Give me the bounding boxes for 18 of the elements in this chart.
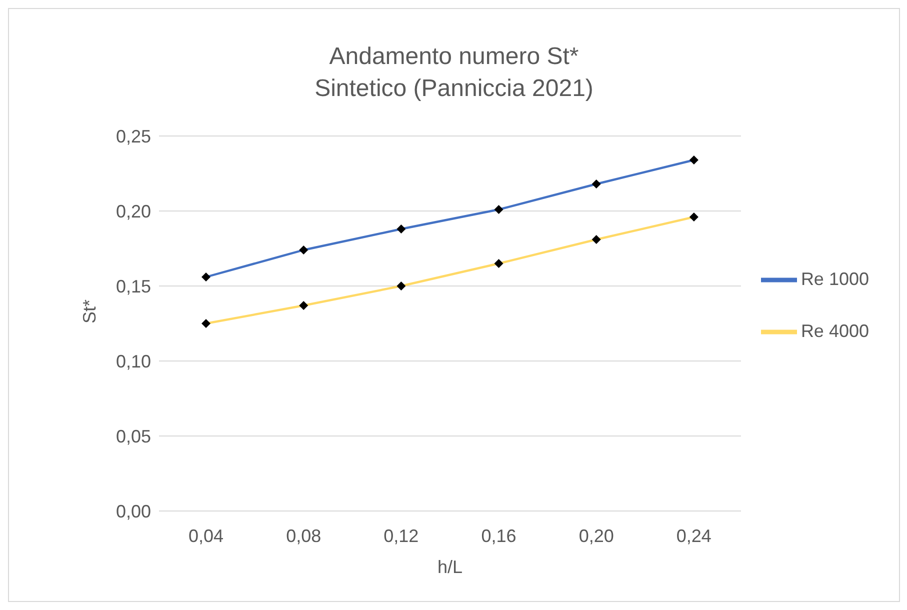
y-tick-label: 0,15 xyxy=(116,276,151,296)
x-tick-label: 0,04 xyxy=(188,526,224,546)
x-axis-title: h/L xyxy=(437,557,462,577)
y-tick-label: 0,00 xyxy=(116,501,151,522)
x-tick-label: 0,20 xyxy=(578,526,614,546)
legend-label: Re 1000 xyxy=(800,269,869,289)
x-tick-label: 0,08 xyxy=(286,526,322,546)
y-tick-label: 0,20 xyxy=(116,201,151,222)
y-tick-label: 0,05 xyxy=(116,426,151,446)
y-tick-label: 0,10 xyxy=(116,351,151,372)
x-tick-label: 0,12 xyxy=(384,526,419,546)
legend-label: Re 4000 xyxy=(800,321,869,341)
chart-title: Andamento numero St* xyxy=(328,42,580,72)
x-tick-label: 0,16 xyxy=(481,526,516,546)
chart-subtitle: Sintetico (Panniccia 2021) xyxy=(314,74,594,104)
x-tick-label: 0,24 xyxy=(676,526,712,546)
y-axis-title: St* xyxy=(79,299,100,324)
y-tick-label: 0,25 xyxy=(116,126,151,146)
